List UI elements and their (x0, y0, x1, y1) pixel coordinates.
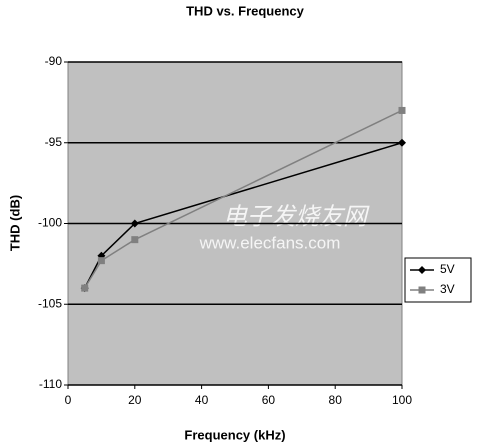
legend-marker (418, 266, 426, 274)
marker (97, 257, 105, 265)
x-tick-label: 80 (329, 393, 343, 407)
x-tick-label: 40 (195, 393, 209, 407)
x-tick-label: 100 (392, 393, 412, 407)
marker (130, 219, 139, 228)
y-tick-label: -110 (39, 377, 62, 391)
y-tick-label: -100 (38, 216, 62, 230)
watermark: 电子发烧友网 (223, 203, 370, 230)
x-tick-label: 0 (65, 393, 72, 407)
x-axis-title: Frequency (kHz) (184, 427, 285, 442)
legend-marker (418, 286, 426, 294)
x-tick-label: 60 (262, 393, 276, 407)
y-tick-label: -90 (45, 54, 63, 68)
y-tick-label: -105 (38, 296, 62, 310)
x-tick-label: 20 (128, 393, 142, 407)
y-tick-label: -95 (45, 135, 63, 149)
legend (404, 257, 472, 303)
marker (398, 106, 406, 114)
marker (398, 138, 406, 147)
line (84, 142, 403, 289)
marker (81, 284, 89, 292)
y-axis-title: THD (dB) (7, 195, 22, 251)
legend-label: 3V (440, 282, 455, 296)
line (84, 109, 403, 289)
chart-title: THD vs. Frequency (186, 3, 305, 18)
watermark: www.elecfans.com (199, 233, 341, 252)
legend-label: 5V (440, 262, 455, 276)
marker (131, 236, 139, 244)
